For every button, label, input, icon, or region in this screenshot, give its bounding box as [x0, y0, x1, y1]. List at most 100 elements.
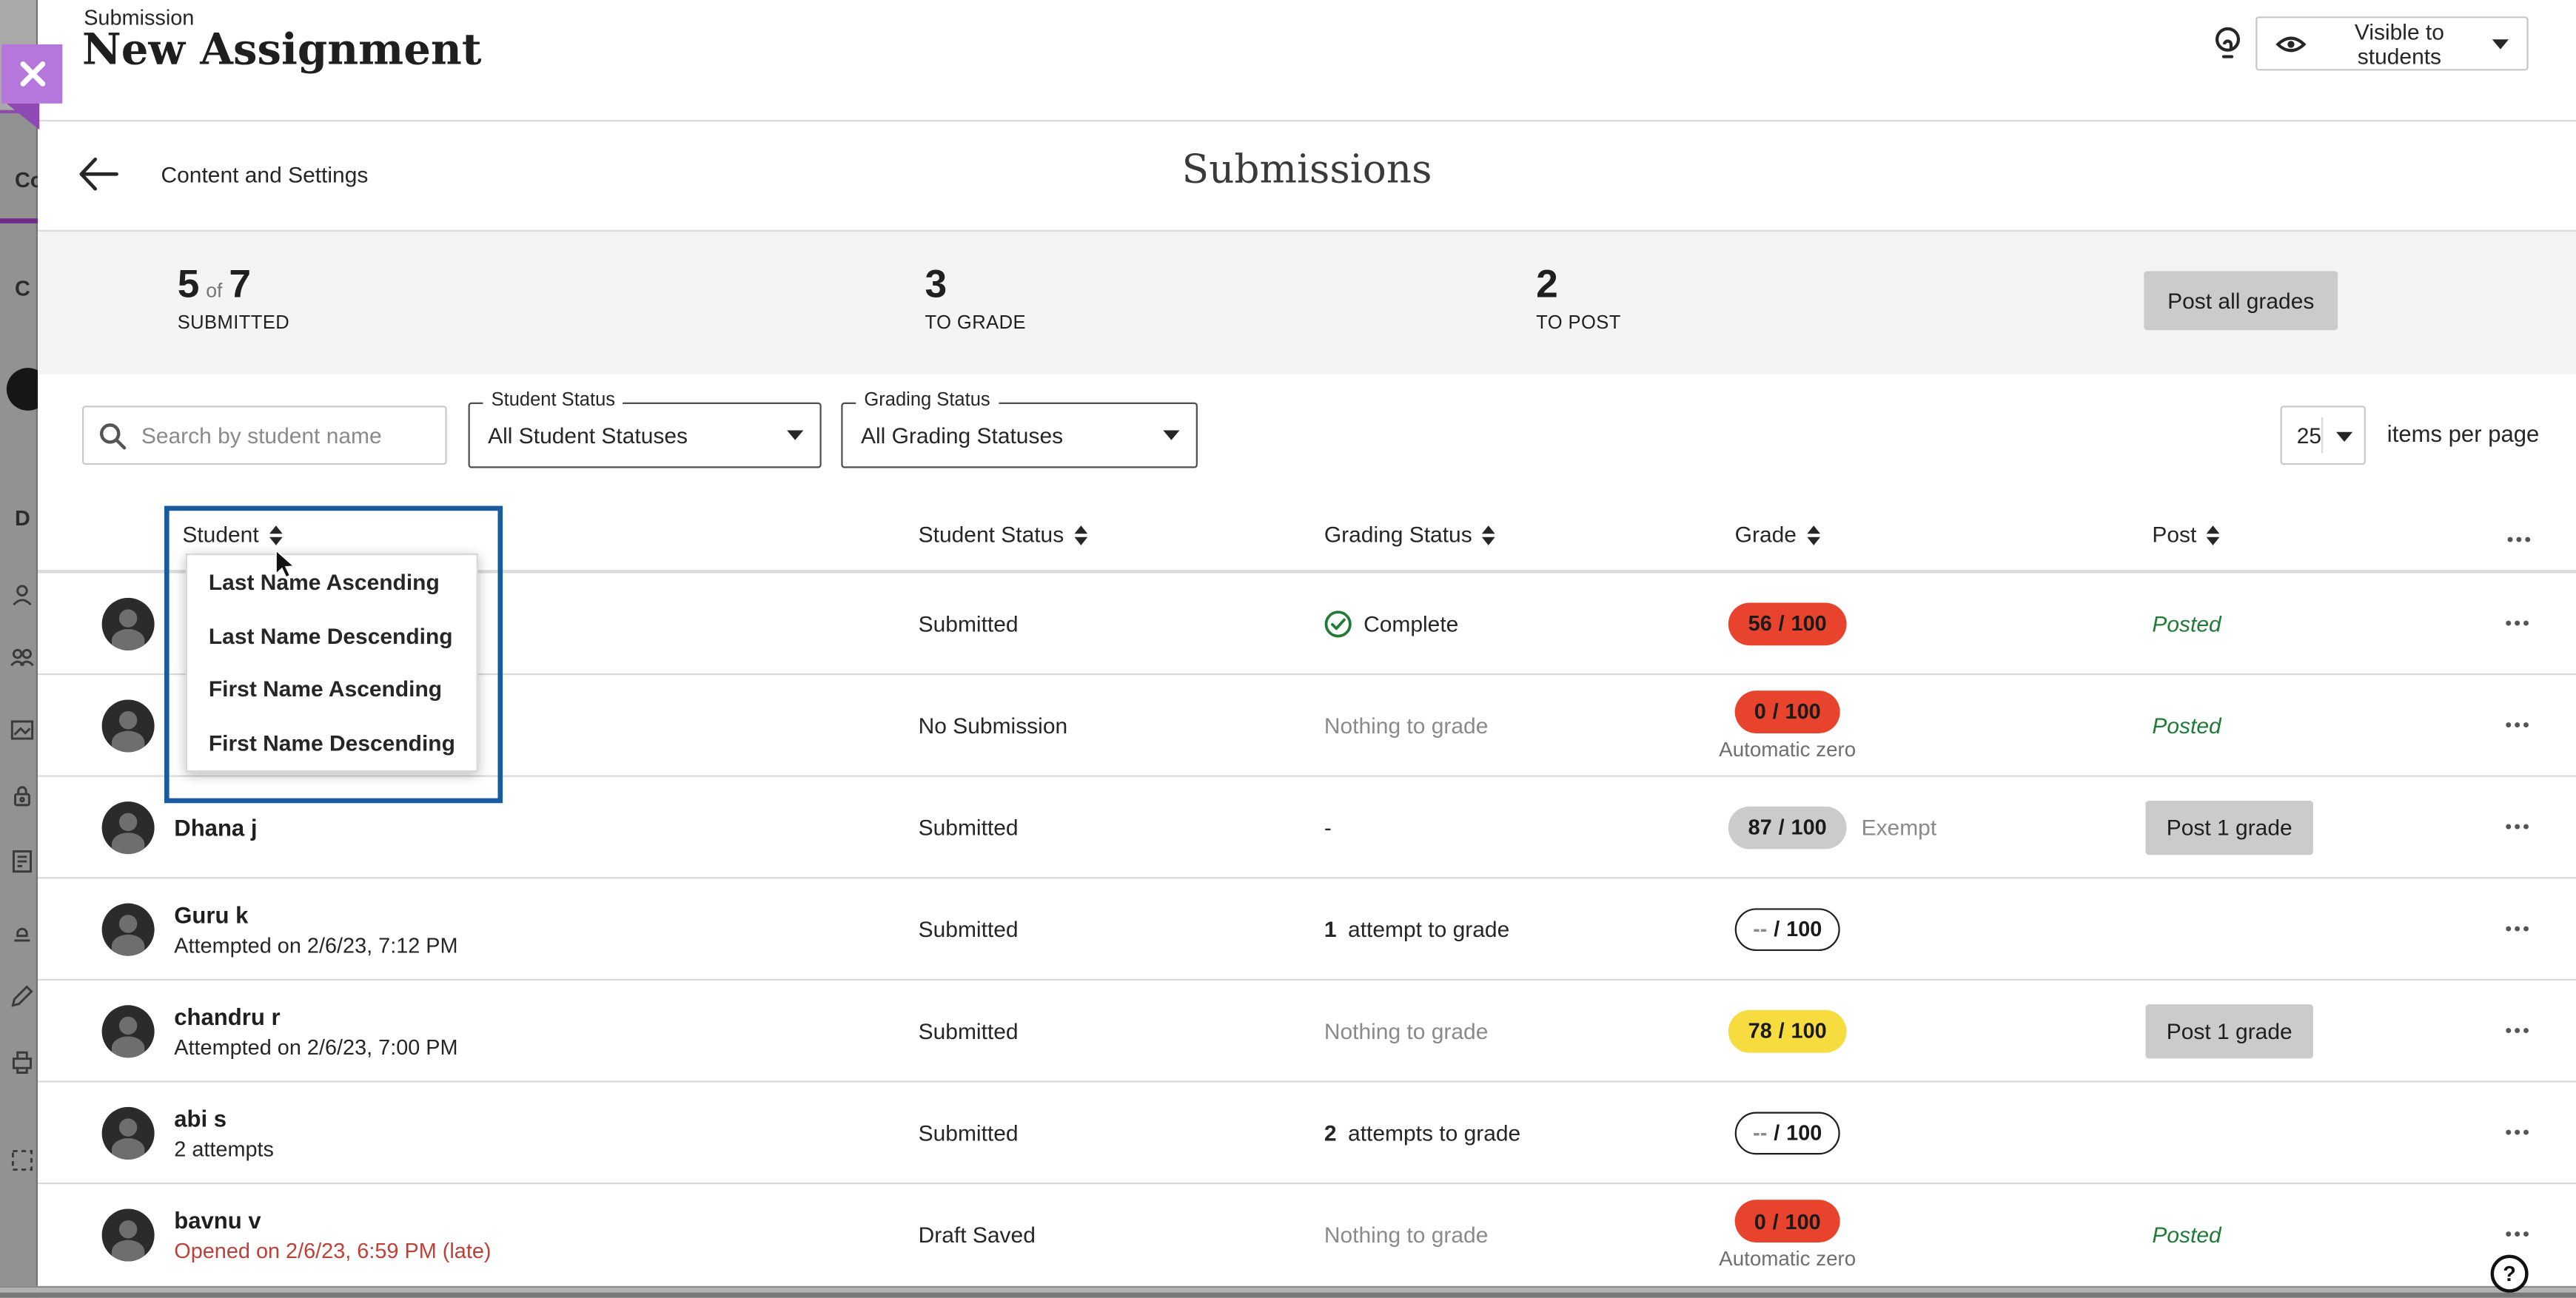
post-cell: Post 1 grade	[2145, 1003, 2313, 1058]
back-arrow-icon	[77, 156, 139, 192]
page-title: Submissions	[1181, 146, 1432, 192]
grade-cell: 87 / 100	[1708, 805, 1866, 849]
stamp-icon	[8, 916, 36, 944]
grade-total: 100	[1785, 1208, 1821, 1234]
grading-status-filter[interactable]: Grading Status All Grading Statuses	[841, 391, 1198, 468]
grade-total: 100	[1786, 916, 1822, 941]
menu-item-label: First Name Ascending	[208, 677, 443, 702]
student-cell: Guru k Attempted on 2/6/23, 7:12 PM	[174, 901, 864, 956]
student-status-filter-value: All Student Statuses	[488, 423, 688, 448]
student-subtext: Attempted on 2/6/23, 7:12 PM	[174, 932, 458, 957]
column-header[interactable]: Student	[182, 522, 282, 547]
student-name[interactable]: Guru k	[174, 901, 249, 927]
avatar	[101, 1208, 155, 1262]
tips-button[interactable]	[2210, 21, 2253, 67]
sort-icon	[2206, 525, 2220, 545]
student-name[interactable]: abi s	[174, 1104, 227, 1131]
post-all-grades-button[interactable]: Post all grades	[2144, 271, 2338, 331]
student-search	[81, 406, 447, 465]
grading-text: Nothing to grade	[1324, 713, 1489, 738]
header-divider	[38, 120, 2576, 122]
chevron-down-icon	[787, 430, 804, 440]
grade-cell: -- / 100	[1708, 907, 1866, 950]
grading-status-cell: Nothing to grade	[1324, 1223, 1489, 1247]
sort-menu-item[interactable]: Last Name Ascending	[187, 555, 477, 609]
avatar	[101, 699, 155, 752]
grade-pill[interactable]: 56 / 100	[1728, 602, 1847, 645]
post-button[interactable]: Post 1 grade	[2145, 799, 2313, 855]
grade-cell: 78 / 100	[1708, 1009, 1866, 1052]
posted-label: Posted	[2152, 713, 2221, 738]
sort-icon	[1806, 525, 1820, 545]
chevron-down-icon	[2492, 38, 2509, 49]
sort-icon	[1482, 525, 1495, 545]
row-overflow-button[interactable]: •••	[2492, 816, 2545, 838]
grade-pill[interactable]: -- / 100	[1734, 1111, 1840, 1154]
row-overflow-button[interactable]: •••	[2492, 918, 2545, 941]
grade-total: 100	[1791, 1018, 1827, 1043]
panel-title: New Assignment	[81, 26, 482, 76]
lock-icon	[8, 781, 36, 810]
column-label: Grading Status	[1324, 522, 1472, 548]
grade-separator: /	[1774, 1120, 1780, 1145]
chevron-down-icon	[1163, 430, 1180, 440]
background-bottom-band	[0, 1285, 2576, 1298]
student-status-filter-label: Student Status	[483, 391, 624, 411]
sort-menu-item[interactable]: First Name Ascending	[187, 663, 477, 717]
grade-separator: /	[1774, 916, 1780, 941]
student-status-filter[interactable]: Student Status All Student Statuses	[468, 391, 822, 468]
stat-submitted-of: of	[206, 279, 223, 303]
column-header[interactable]: Post	[2152, 522, 2220, 547]
grade-pill[interactable]: -- / 100	[1734, 907, 1840, 950]
sort-icon	[1073, 525, 1087, 545]
student-name[interactable]: Dhana j	[174, 813, 258, 841]
grade-separator: /	[1778, 1018, 1785, 1043]
row-overflow-button[interactable]: •••	[2492, 1223, 2545, 1246]
table-row: chandru r Attempted on 2/6/23, 7:00 PM S…	[38, 978, 2576, 1081]
grade-total: 100	[1791, 611, 1827, 636]
table-row: Submitted Complete 56 / 100 Posted •••	[38, 571, 2576, 673]
page-size-select[interactable]: 25	[2280, 406, 2366, 465]
row-overflow-button[interactable]: •••	[2492, 1121, 2545, 1144]
column-header[interactable]: Student Status	[919, 522, 1087, 547]
close-panel-button[interactable]	[1, 44, 63, 104]
avatar	[101, 1004, 155, 1057]
back-button[interactable]	[77, 147, 139, 202]
grade-pill[interactable]: 0 / 100	[1734, 690, 1841, 733]
row-overflow-button[interactable]: •••	[2492, 1019, 2545, 1042]
student-subtext: Opened on 2/6/23, 6:59 PM (late)	[174, 1238, 492, 1263]
avatar	[101, 1106, 155, 1159]
grade-pill[interactable]: 0 / 100	[1734, 1200, 1841, 1242]
sort-menu: Last Name Ascending Last Name Descending…	[185, 553, 478, 773]
student-status-cell: Submitted	[918, 1018, 1019, 1043]
visibility-dropdown[interactable]: Visible to students	[2255, 16, 2529, 71]
post-button[interactable]: Post 1 grade	[2145, 1003, 2313, 1058]
student-status-cell: Submitted	[918, 814, 1019, 840]
back-label[interactable]: Content and Settings	[161, 162, 369, 188]
grade-pill[interactable]: 87 / 100	[1728, 805, 1847, 849]
table-row: abi s 2 attempts Submitted 2 attempts to…	[38, 1080, 2576, 1183]
grade-cell: -- / 100	[1708, 1111, 1866, 1154]
column-header[interactable]: Grading Status	[1324, 522, 1495, 547]
image-icon	[8, 716, 36, 744]
close-icon	[16, 58, 48, 90]
student-cell: Dhana j	[174, 814, 864, 841]
stat-to-grade-value: 3	[925, 263, 947, 308]
search-input[interactable]	[138, 421, 431, 450]
grading-count: 2	[1324, 1120, 1337, 1145]
row-overflow-button[interactable]: •••	[2492, 713, 2545, 736]
grade-pill[interactable]: 78 / 100	[1728, 1009, 1847, 1052]
student-name[interactable]: bavnu v	[174, 1207, 261, 1234]
grading-text: -	[1324, 814, 1332, 840]
student-name[interactable]: chandru r	[174, 1002, 281, 1029]
column-header[interactable]: Grade	[1735, 522, 1820, 547]
sort-menu-item[interactable]: First Name Descending	[187, 716, 477, 770]
stat-submitted-value: 5	[177, 263, 200, 308]
grade-total: 100	[1785, 699, 1821, 724]
table-overflow-button[interactable]: •••	[2497, 529, 2543, 552]
help-button[interactable]: ?	[2490, 1254, 2529, 1293]
row-overflow-button[interactable]: •••	[2492, 612, 2545, 635]
sort-menu-item[interactable]: Last Name Descending	[187, 609, 477, 663]
grading-status-filter-label: Grading Status	[856, 391, 999, 411]
search-icon	[98, 421, 127, 449]
